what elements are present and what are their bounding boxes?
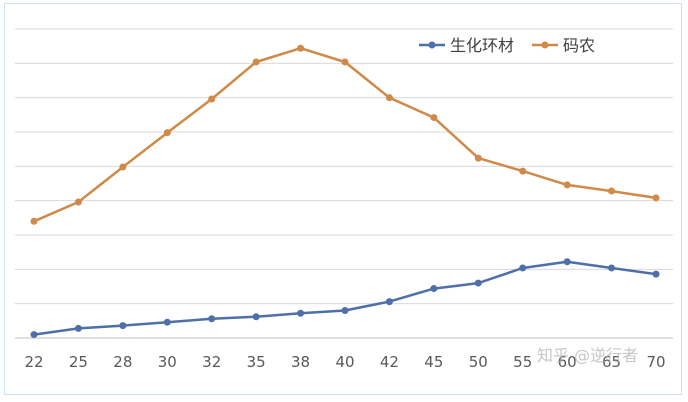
x-tick-label: 22: [24, 353, 43, 371]
x-tick-label: 42: [380, 353, 399, 371]
data-point: [385, 94, 393, 102]
x-tick-label: 35: [247, 353, 266, 371]
data-point: [341, 58, 349, 66]
x-tick-label: 32: [202, 353, 221, 371]
data-point: [652, 194, 660, 202]
x-tick-label: 40: [335, 353, 354, 371]
data-point: [74, 324, 82, 332]
data-point: [563, 258, 571, 266]
data-point: [208, 315, 216, 323]
x-tick-label: 25: [69, 353, 88, 371]
chart-frame: 22 25 28 30 32 35 38 40 42 45 50 55 60 65 70 生化环材 码农 知乎…: [4, 3, 682, 395]
data-point: [297, 44, 305, 52]
data-point: [163, 318, 171, 326]
x-tick-label: 38: [291, 353, 310, 371]
x-tick-label: 65: [602, 353, 621, 371]
gridlines: [15, 28, 673, 339]
x-tick-label: 70: [646, 353, 665, 371]
x-tick-label: 30: [158, 353, 177, 371]
legend: 生化环材 码农: [419, 36, 595, 55]
data-point: [563, 181, 571, 189]
data-point: [474, 154, 482, 162]
data-point: [608, 187, 616, 195]
data-point: [519, 264, 527, 272]
watermark-text: 知乎 @逆行者: [537, 346, 638, 365]
legend-label: 生化环材: [450, 36, 514, 55]
data-point: [430, 114, 438, 122]
data-point: [608, 264, 616, 272]
data-point: [119, 322, 127, 330]
data-point: [297, 309, 305, 317]
data-point: [163, 129, 171, 137]
data-point: [74, 198, 82, 206]
data-point: [519, 167, 527, 175]
series-lines: [30, 44, 660, 339]
x-axis-ticks: 22 25 28 30 32 35 38 40 42 45 50 55 60 65 70: [24, 353, 665, 371]
data-point: [119, 163, 127, 171]
data-point: [385, 298, 393, 306]
data-point: [474, 279, 482, 287]
data-point: [252, 58, 260, 66]
x-tick-label: 28: [113, 353, 132, 371]
legend-label: 码农: [563, 36, 595, 55]
data-point: [252, 313, 260, 321]
x-tick-label: 50: [469, 353, 488, 371]
data-point: [208, 95, 216, 103]
legend-swatch-marker: [541, 41, 549, 49]
x-tick-label: 55: [513, 353, 532, 371]
series-line-0: [33, 260, 657, 336]
legend-swatch-marker: [428, 41, 436, 49]
x-tick-label: 45: [424, 353, 443, 371]
x-tick-label: 60: [558, 353, 577, 371]
series-line-1: [33, 46, 657, 223]
data-point: [30, 217, 38, 225]
line-chart: 22 25 28 30 32 35 38 40 42 45 50 55 60 65 70 生化环材 码农 知乎…: [15, 28, 673, 371]
data-point: [430, 285, 438, 293]
data-point: [341, 307, 349, 315]
data-point: [30, 331, 38, 339]
data-point: [652, 270, 660, 278]
